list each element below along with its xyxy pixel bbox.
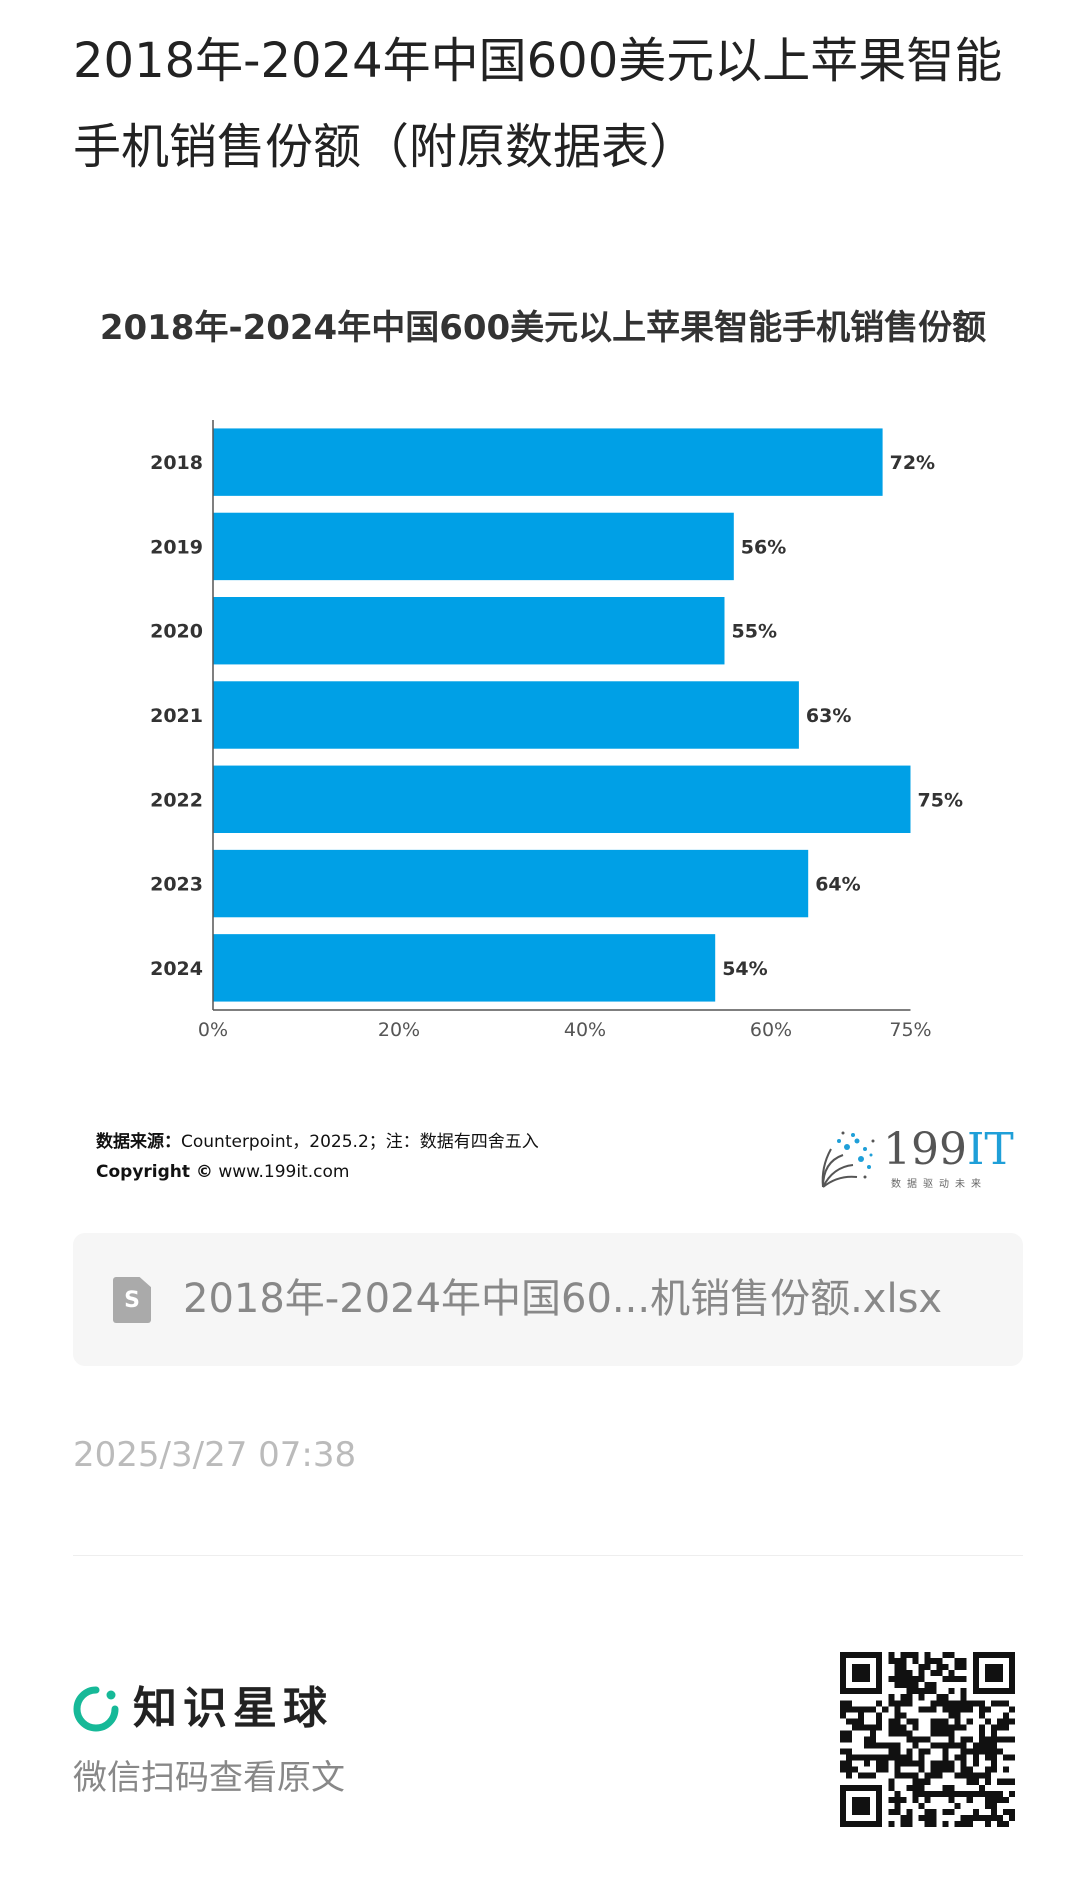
copyright-site: www.199it.com [218, 1162, 350, 1182]
dandelion-logo-icon [821, 1131, 875, 1188]
value-label-2021: 63% [806, 705, 851, 727]
attachment-filename: 2018年-2024年中国60...机销售份额.xlsx [183, 1276, 943, 1322]
value-label-2020: 55% [732, 621, 777, 643]
x-tick-label-1: 20% [378, 1019, 420, 1041]
qr-code-icon[interactable] [840, 1652, 1015, 1827]
bar-2020 [213, 597, 725, 665]
divider [73, 1555, 1023, 1556]
source-text: Counterpoint，2025.2；注：数据有四舍五入 [181, 1132, 539, 1152]
scan-hint: 微信扫码查看原文 [73, 1758, 345, 1798]
copyright-label: Copyright © [96, 1162, 213, 1182]
source-label: 数据来源： [96, 1132, 181, 1152]
post-timestamp: 2025/3/27 07:38 [73, 1435, 357, 1475]
category-label-2019: 2019 [150, 536, 203, 558]
bar-chart: 2018 72% 2019 56% 2020 55% 2021 63% 2022 75% 2023 6… [150, 420, 963, 1041]
x-tick-label-4: 75% [889, 1019, 931, 1041]
value-label-2023: 64% [815, 874, 860, 896]
chart-image[interactable]: 2018年-2024年中国600美元以上苹果智能手机销售份额 2018 72% 20… [73, 280, 1014, 1210]
value-label-2018: 72% [890, 452, 935, 474]
chart-title: 2018年-2024年中国600美元以上苹果智能手机销售份额 [99, 308, 987, 348]
bar-2019 [213, 512, 734, 581]
bar-2021 [213, 681, 799, 749]
bar-2022 [213, 765, 911, 833]
post-title: 2018年-2024年中国600美元以上苹果智能手机销售份额（附原数据表） [73, 33, 1003, 175]
category-label-2020: 2020 [150, 621, 203, 643]
attachment-card[interactable]: S 2018年-2024年中国60...机销售份额.xlsx [73, 1233, 1023, 1366]
logo-199it: 199IT 数据驱动未来 [813, 1125, 1014, 1195]
x-tick-label-0: 0% [198, 1019, 228, 1041]
category-label-2024: 2024 [150, 958, 203, 980]
logo-wordmark: 199IT [883, 1125, 1014, 1175]
logo-number: 199 [883, 1124, 967, 1175]
category-label-2021: 2021 [150, 705, 203, 727]
planet-ring-icon [73, 1686, 119, 1732]
logo-tagline: 数据驱动未来 [891, 1179, 987, 1190]
x-tick-label-3: 60% [750, 1019, 792, 1041]
bar-2018 [213, 428, 883, 496]
category-label-2023: 2023 [150, 874, 203, 896]
brand-name: 知识星球 [133, 1683, 333, 1734]
category-label-2022: 2022 [150, 789, 203, 811]
spreadsheet-file-icon: S [113, 1277, 151, 1323]
value-label-2022: 75% [918, 789, 963, 811]
value-label-2019: 56% [741, 536, 786, 558]
x-tick-label-2: 40% [564, 1019, 606, 1041]
source-note: 数据来源：Counterpoint，2025.2；注：数据有四舍五入 Copyr… [96, 1127, 539, 1187]
bar-2024 [213, 934, 716, 1002]
bar-2023 [213, 849, 809, 918]
logo-suffix: IT [966, 1124, 1014, 1175]
value-label-2024: 54% [722, 958, 767, 980]
category-label-2018: 2018 [150, 452, 203, 474]
